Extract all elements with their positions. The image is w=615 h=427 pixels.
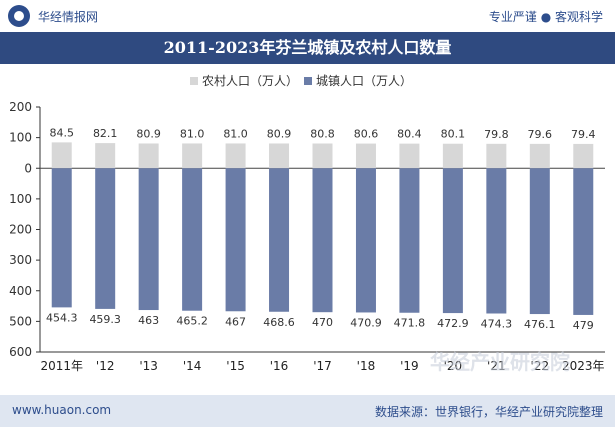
bar-rural xyxy=(138,143,159,169)
x-tick-label: '22 xyxy=(531,359,550,373)
bar-urban xyxy=(573,168,594,315)
data-label-rural: 80.6 xyxy=(354,128,379,141)
x-tick-label: 2023年 xyxy=(562,359,605,373)
bar-urban xyxy=(138,168,159,311)
data-label-rural: 79.4 xyxy=(571,128,596,141)
y-tick-label: 200 xyxy=(9,223,32,237)
chart-area: 农村人口（万人） 城镇人口（万人） 200 100 0 100 200 300 400 500… xyxy=(9,74,605,374)
data-label-urban: 468.6 xyxy=(263,316,295,329)
bar-urban xyxy=(486,168,507,314)
y-tick-label: 400 xyxy=(9,284,32,298)
data-label-rural: 81.0 xyxy=(223,127,248,140)
x-tick-label: '20 xyxy=(444,359,463,373)
x-tick-label: '18 xyxy=(357,359,376,373)
bar-urban xyxy=(51,168,72,308)
bar-urban xyxy=(95,168,116,309)
data-label-urban: 470.9 xyxy=(350,316,382,329)
data-label-rural: 82.1 xyxy=(93,127,118,140)
x-axis: 2011年 '12 '13 '14 '15 '16 '17 '18 '19 '20 '21 '22 20… xyxy=(40,351,605,373)
top-bar: 华经情报网 专业严谨 ● 客观科学 xyxy=(0,0,615,32)
data-label-rural: 79.8 xyxy=(484,128,509,141)
bar-rural xyxy=(312,143,333,169)
data-label-rural: 80.9 xyxy=(267,127,292,140)
bar-urban xyxy=(182,168,203,311)
y-tick-label: 100 xyxy=(9,192,32,206)
x-tick-label: '16 xyxy=(270,359,289,373)
data-label-urban: 479 xyxy=(573,319,594,332)
bar-urban xyxy=(312,168,333,313)
bar-rural xyxy=(529,143,550,169)
bar-rural xyxy=(51,142,72,169)
brand-name: 华经情报网 xyxy=(38,9,99,24)
x-tick-label: '14 xyxy=(183,359,202,373)
data-label-urban: 454.3 xyxy=(46,311,78,324)
data-label-urban: 467 xyxy=(225,315,246,328)
data-label-rural: 81.0 xyxy=(180,127,205,140)
data-label-rural: 79.6 xyxy=(528,128,553,141)
bar-rural xyxy=(355,143,376,169)
x-tick-label: 2011年 xyxy=(40,359,83,373)
bar-urban xyxy=(399,168,420,313)
bar-rural xyxy=(225,143,246,169)
tagline: 专业严谨 ● 客观科学 xyxy=(488,10,603,24)
plot-area: 84.5 454.3 82.1 459.3 80.9 463 81.0 465.2 81.0 46… xyxy=(40,126,605,332)
bar-urban xyxy=(269,168,290,312)
data-label-rural: 80.9 xyxy=(136,127,161,140)
brand-logo: 华经情报网 xyxy=(8,5,98,27)
bar-rural xyxy=(182,143,203,169)
y-tick-label: 300 xyxy=(9,253,32,267)
bar-rural xyxy=(486,143,507,169)
x-tick-label: '15 xyxy=(226,359,245,373)
data-label-urban: 474.3 xyxy=(481,318,513,331)
bar-urban xyxy=(442,168,463,314)
data-label-rural: 84.5 xyxy=(49,126,74,139)
bar-urban xyxy=(529,168,550,315)
y-tick-label: 0 xyxy=(24,161,32,175)
bar-rural xyxy=(269,143,290,169)
x-tick-label: '13 xyxy=(139,359,158,373)
data-label-urban: 476.1 xyxy=(524,318,556,331)
bar-rural xyxy=(95,143,116,169)
y-tick-label: 500 xyxy=(9,314,32,328)
data-label-rural: 80.8 xyxy=(310,128,335,141)
bar-rural xyxy=(399,143,420,169)
y-tick-label: 100 xyxy=(9,131,32,145)
y-tick-label: 600 xyxy=(9,345,32,359)
bar-rural xyxy=(442,143,463,169)
bar-urban xyxy=(225,168,246,312)
data-label-urban: 470 xyxy=(312,316,333,329)
chart-title: 2011-2023年芬兰城镇及农村人口数量 xyxy=(0,32,615,64)
legend-swatch-urban xyxy=(304,77,312,85)
footer-bar: www.huaon.com 数据来源：世界银行，华经产业研究院整理 xyxy=(0,395,615,427)
data-label-urban: 463 xyxy=(138,314,159,327)
y-axis: 200 100 0 100 200 300 400 500 600 xyxy=(9,100,41,359)
legend-label-rural: 农村人口（万人） xyxy=(202,74,298,88)
bar-urban xyxy=(355,168,376,313)
watermark-text: 华经产业研究院 xyxy=(430,350,570,374)
data-label-urban: 459.3 xyxy=(89,313,121,326)
x-tick-label: '12 xyxy=(96,359,115,373)
legend-label-urban: 城镇人口（万人） xyxy=(316,74,412,88)
y-tick-label: 200 xyxy=(9,100,32,114)
data-label-rural: 80.1 xyxy=(441,128,466,141)
data-label-urban: 472.9 xyxy=(437,317,469,330)
data-label-urban: 465.2 xyxy=(176,315,208,328)
bar-rural xyxy=(573,143,594,169)
footer-source: 数据来源：世界银行，华经产业研究院整理 xyxy=(374,405,603,419)
legend: 农村人口（万人） 城镇人口（万人） xyxy=(190,74,412,88)
x-tick-label: '17 xyxy=(313,359,332,373)
x-tick-label: '19 xyxy=(400,359,419,373)
legend-swatch-rural xyxy=(190,77,198,85)
logo-icon xyxy=(8,5,30,27)
footer-website[interactable]: www.huaon.com xyxy=(12,403,112,417)
x-tick-label: '21 xyxy=(487,359,506,373)
data-label-urban: 471.8 xyxy=(394,317,426,330)
data-label-rural: 80.4 xyxy=(397,128,422,141)
